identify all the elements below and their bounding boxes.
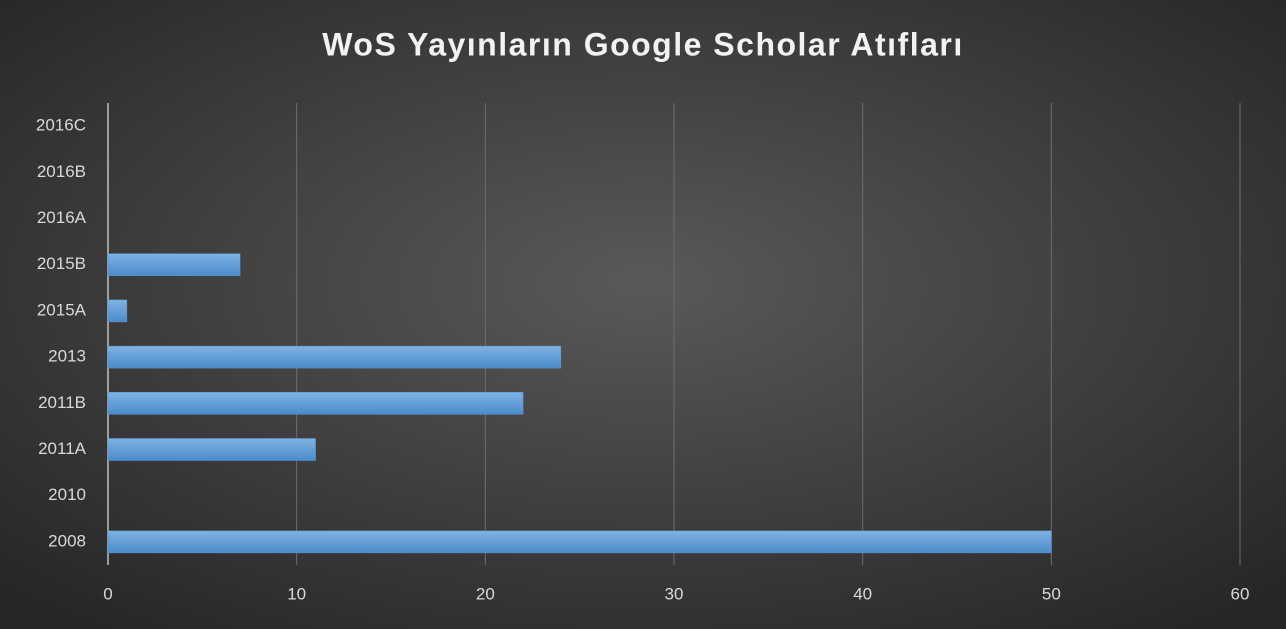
bar bbox=[107, 438, 316, 461]
y-tick-label: 2015A bbox=[37, 300, 87, 319]
bar bbox=[107, 392, 524, 415]
y-tick-label: 2016C bbox=[36, 116, 86, 135]
bar bbox=[107, 299, 128, 323]
x-tick-label: 60 bbox=[1231, 584, 1250, 603]
y-tick-label: 2016B bbox=[37, 162, 86, 181]
x-tick-label: 50 bbox=[1042, 584, 1061, 603]
y-tick-label: 2011A bbox=[38, 439, 87, 458]
y-tick-label: 2010 bbox=[48, 485, 86, 504]
x-tick-label: 20 bbox=[476, 584, 495, 603]
bar bbox=[107, 345, 562, 369]
bar bbox=[107, 530, 1052, 554]
chart-title: WoS Yayınların Google Scholar Atıfları bbox=[322, 26, 963, 62]
x-tick-label: 40 bbox=[853, 584, 872, 603]
y-tick-label: 2015B bbox=[37, 254, 86, 273]
x-tick-label: 30 bbox=[665, 584, 684, 603]
x-tick-label: 10 bbox=[287, 584, 306, 603]
y-tick-label: 2016A bbox=[37, 208, 87, 227]
y-tick-label: 2008 bbox=[48, 531, 86, 550]
y-tick-label: 2013 bbox=[48, 347, 86, 366]
x-tick-label: 0 bbox=[103, 584, 112, 603]
y-tick-label: 2011B bbox=[38, 393, 86, 412]
bar bbox=[107, 253, 241, 276]
